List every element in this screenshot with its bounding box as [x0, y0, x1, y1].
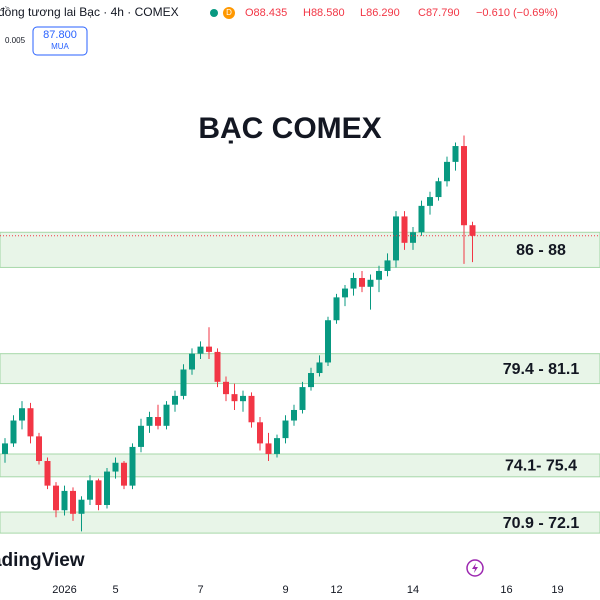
candle-body	[248, 395, 255, 423]
candle-body	[333, 297, 340, 321]
candle-body	[155, 417, 161, 426]
candle-body	[138, 425, 144, 447]
buy-price[interactable]: 87.800	[43, 29, 77, 41]
candle-body	[325, 320, 331, 363]
zone-label: 74.1- 75.4	[505, 458, 577, 475]
candle-body	[240, 395, 246, 402]
candle-body	[359, 278, 365, 287]
status-dot	[210, 9, 218, 17]
candle-body	[461, 146, 467, 226]
candle-body	[393, 216, 399, 261]
chart-title: BẠC COMEX	[198, 112, 381, 145]
candle-body	[444, 161, 450, 182]
badge: D	[226, 8, 232, 17]
ohlc-close: C87.790	[418, 7, 460, 19]
candle-body	[469, 225, 476, 236]
candle-body	[308, 373, 314, 388]
ohlc-change: −0.610 (−0.69%)	[476, 7, 558, 19]
candle-body	[104, 471, 110, 505]
candle-body	[410, 232, 416, 243]
x-tick-label: 2026	[52, 584, 76, 596]
symbol: đồng tương lai Bạc · 4h · COMEX	[0, 5, 179, 19]
x-tick-label: 19	[551, 584, 563, 596]
candle-body	[10, 420, 17, 444]
candle-body	[197, 346, 204, 354]
candle-body	[53, 485, 59, 511]
brand: TradingView	[0, 550, 85, 571]
zone	[0, 353, 600, 385]
candle-body	[180, 369, 187, 396]
candle-body	[206, 346, 212, 352]
candle-body	[401, 216, 408, 243]
zone	[0, 511, 600, 534]
x-tick-label: 16	[500, 584, 512, 596]
candle-body	[291, 409, 297, 421]
candle-body	[189, 353, 195, 370]
candle-body	[78, 499, 85, 514]
candle-body	[163, 404, 170, 426]
candle-body	[342, 288, 348, 298]
candle-body	[121, 462, 127, 486]
x-tick-label: 5	[112, 584, 118, 596]
x-tick-label: 7	[197, 584, 203, 596]
candle-body	[146, 417, 153, 426]
candle-body	[70, 490, 76, 514]
candle-body	[452, 146, 459, 162]
zone-label: 79.4 - 81.1	[503, 361, 580, 378]
candle-body	[223, 381, 229, 395]
candle-body	[172, 395, 178, 405]
candle-body	[265, 443, 272, 454]
candle-body	[418, 205, 425, 233]
candle-body	[367, 279, 374, 287]
tick-size: 0.005	[5, 36, 26, 45]
zone-label: 70.9 - 72.1	[503, 515, 580, 532]
x-tick-label: 14	[407, 584, 419, 596]
zones: 86 - 88 79.4 - 81.1 74.1- 75.4 70.9 - 72.1	[0, 231, 600, 534]
x-tick-label: 12	[330, 584, 342, 596]
buy-button[interactable]	[32, 26, 88, 56]
candle-body	[112, 462, 119, 472]
candle-body	[44, 460, 51, 486]
zone	[0, 453, 600, 478]
candle-body	[282, 420, 289, 439]
zone	[0, 231, 600, 268]
ohlc-high: H88.580	[303, 7, 345, 19]
buy-label[interactable]: MUA	[51, 42, 69, 51]
candle-body	[2, 443, 8, 454]
candle-body	[27, 408, 34, 437]
x-tick-label: 9	[282, 584, 288, 596]
candles	[0, 135, 600, 532]
candle-body	[435, 181, 442, 198]
candle-body	[36, 436, 42, 461]
candle-body	[316, 362, 323, 374]
candle-body	[299, 387, 306, 410]
ohlc-open: O88.435	[245, 7, 287, 19]
candle-body	[376, 270, 382, 280]
candle-body	[350, 278, 357, 289]
candle-body	[214, 351, 221, 382]
ohlc-low: L86.290	[360, 7, 400, 19]
candle-body	[384, 260, 391, 271]
candle-body	[87, 480, 93, 500]
flash-glyph	[472, 563, 478, 573]
candle-body	[274, 438, 280, 454]
candle-body	[231, 394, 238, 402]
candle-body	[61, 490, 68, 511]
candle-body	[427, 197, 433, 206]
candle-body	[129, 446, 136, 486]
candle-body	[95, 480, 102, 505]
candle-body	[19, 408, 25, 421]
zone-label: 86 - 88	[516, 242, 566, 259]
badge-bg	[223, 7, 235, 19]
candle-body	[257, 422, 263, 444]
